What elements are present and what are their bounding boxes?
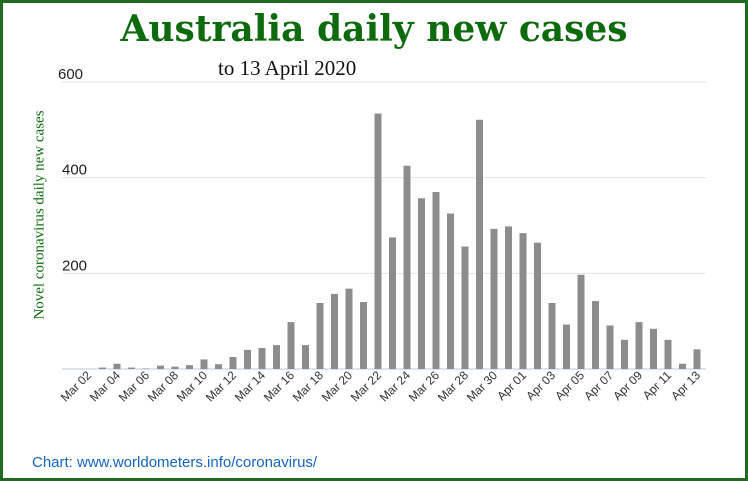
bar	[650, 328, 657, 369]
bar	[99, 367, 106, 369]
x-tick-label: Mar 18	[290, 368, 327, 405]
x-tick-label: Mar 06	[116, 368, 153, 405]
x-tick-label: Mar 16	[261, 368, 298, 405]
bar	[360, 302, 367, 369]
bar	[215, 364, 222, 369]
bar	[577, 274, 585, 369]
bar	[229, 357, 237, 369]
x-tick-label: Apr 11	[640, 368, 675, 403]
x-tick-label: Mar 08	[145, 368, 182, 405]
bar	[461, 246, 469, 369]
x-tick-label: Mar 28	[435, 368, 472, 405]
bar	[302, 345, 309, 369]
bar	[186, 365, 193, 369]
bar	[592, 301, 599, 369]
y-tick-label: 200	[62, 257, 87, 274]
bar	[157, 365, 164, 369]
x-tick-label: Apr 05	[552, 368, 587, 403]
x-tick-label: Apr 09	[610, 368, 645, 403]
bar	[287, 322, 295, 369]
bar	[664, 339, 672, 369]
x-tick-label: Mar 22	[348, 368, 385, 405]
bar	[258, 347, 266, 369]
bar	[128, 367, 135, 369]
x-tick-label: Mar 14	[232, 368, 269, 405]
bar	[418, 198, 425, 369]
x-tick-label: Mar 30	[464, 368, 501, 405]
bar	[403, 165, 411, 369]
bar	[519, 233, 527, 369]
bar	[693, 349, 701, 369]
bar	[606, 325, 614, 369]
bars	[99, 113, 701, 369]
chart-title: Australia daily new cases	[120, 8, 628, 50]
x-tick-label: Apr 13	[668, 368, 703, 403]
chart-source-credit: Chart: www.worldometers.info/coronavirus…	[32, 454, 318, 471]
x-tick-label: Apr 03	[523, 368, 558, 403]
x-tick-label: Mar 12	[203, 368, 240, 405]
bar	[490, 228, 498, 369]
chart-subtitle: to 13 April 2020	[218, 56, 357, 80]
y-tick-labels: 200 400 600	[58, 66, 87, 274]
bar	[447, 213, 454, 369]
x-tick-label: Mar 02	[58, 368, 95, 405]
bar	[476, 119, 483, 369]
x-tick-label: Mar 24	[377, 368, 414, 405]
bar	[244, 349, 251, 369]
bar	[548, 302, 556, 369]
bar	[273, 345, 280, 369]
x-tick-label: Mar 04	[87, 368, 124, 405]
bar	[534, 242, 541, 369]
bar	[200, 359, 208, 369]
y-tick-label: 400	[62, 162, 87, 179]
bar	[679, 363, 686, 369]
x-tick-label: Apr 07	[581, 368, 616, 403]
bar	[389, 237, 396, 369]
x-tick-label: Mar 10	[174, 368, 211, 405]
bar	[171, 366, 179, 369]
x-tick-label: Mar 20	[319, 368, 356, 405]
x-tick-label: Mar 26	[406, 368, 443, 405]
x-tick-label: Apr 01	[494, 368, 529, 403]
bar	[505, 226, 512, 369]
bar	[113, 363, 121, 369]
y-tick-label: 600	[58, 66, 83, 83]
bar	[563, 324, 570, 369]
bar	[635, 322, 643, 369]
bar	[621, 339, 628, 369]
bar	[316, 302, 324, 369]
bar	[432, 192, 440, 369]
bar	[374, 113, 382, 369]
bar	[345, 288, 353, 369]
bar	[331, 293, 338, 369]
